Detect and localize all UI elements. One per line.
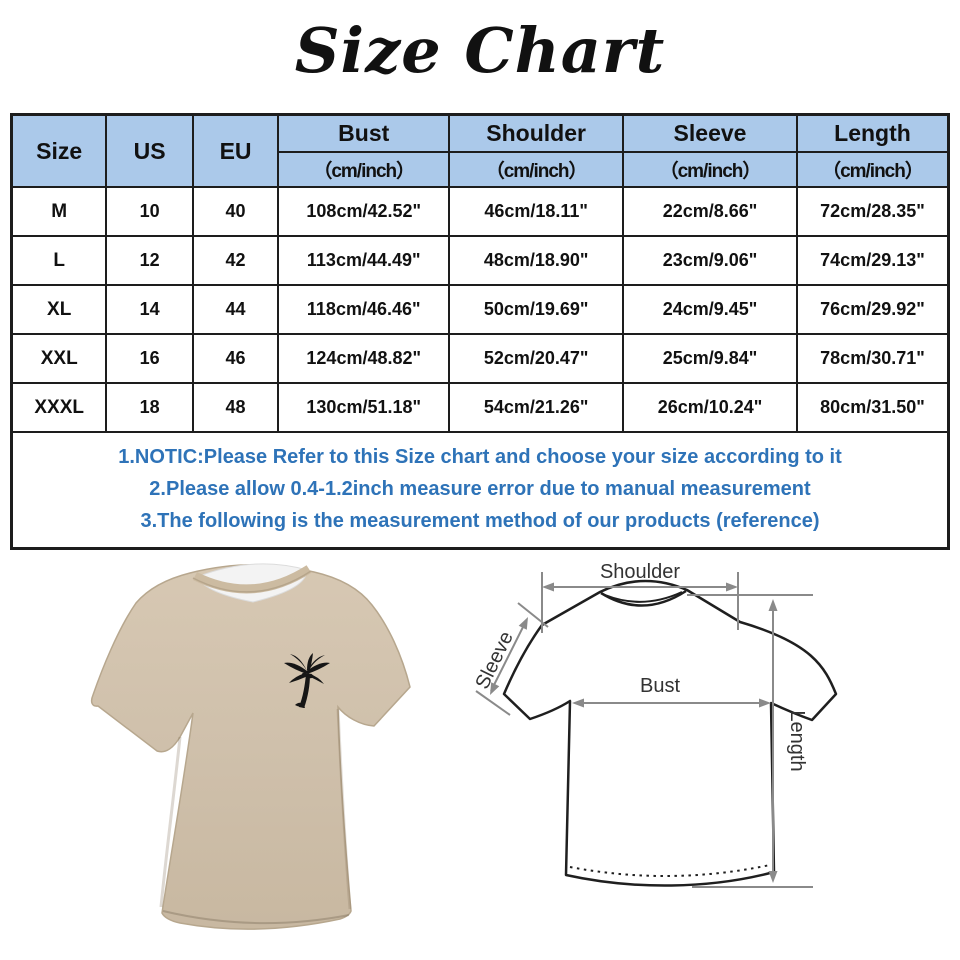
table-cell: 124cm/48.82" [279,335,451,382]
table-cell: 22cm/8.66" [624,188,798,235]
hem-stitch [162,910,350,925]
table-cell: 130cm/51.18" [279,384,451,431]
column-header-label: EU [219,137,252,164]
palm-tree-logo [284,653,330,708]
column-header-label: US [133,137,166,164]
table-cell: L [13,237,108,284]
notice-line-3: 3.The following is the measurement metho… [140,510,820,532]
bust-label: Bust [640,675,680,697]
page-title: Size Chart [294,14,666,87]
table-cell: 48cm/18.90" [450,237,625,284]
table-header-row: Size US EU Bust （cm/inch） Shoulder （cm/i… [13,116,947,186]
table-cell: 12 [107,237,194,284]
table-row: M 10 40 108cm/42.52" 46cm/18.11" 22cm/8.… [13,186,947,235]
table-cell: 24cm/9.45" [624,286,798,333]
column-header-eu: EU [194,116,280,186]
column-header-size: Size [13,116,108,186]
table-cell: 108cm/42.52" [279,188,451,235]
column-header-bust: Bust （cm/inch） [279,116,451,186]
table-cell: 25cm/9.84" [624,335,798,382]
collar-inner-white [196,563,308,603]
collar-band [192,565,312,594]
body-seam-right [336,708,352,910]
measurement-section: Shoulder Bust Sleeve Length [0,545,960,945]
table-cell: 113cm/44.49" [279,237,451,284]
table-cell: 50cm/19.69" [450,286,625,333]
sleeve-tick-top [517,602,549,628]
table-cell: 23cm/9.06" [624,237,798,284]
column-header-shoulder: Shoulder （cm/inch） [450,116,625,186]
column-header-unit: （cm/inch） [624,151,796,186]
table-cell: XL [13,286,108,333]
column-header-label: Shoulder [486,120,586,146]
tshirt-product-photo [90,563,411,930]
column-header-us: US [107,116,194,186]
table-cell: 42 [193,237,280,284]
table-row: XXXL 18 48 130cm/51.18" 54cm/21.26" 26cm… [13,382,947,431]
table-row: XXL 16 46 124cm/48.82" 52cm/20.47" 25cm/… [13,333,947,382]
table-cell: 26cm/10.24" [624,384,798,431]
table-cell: 78cm/30.71" [797,335,947,382]
column-header-label: Bust [338,120,390,146]
table-cell: XXXL [13,384,108,431]
table-row: L 12 42 113cm/44.49" 48cm/18.90" 23cm/9.… [13,235,947,284]
table-cell: 44 [193,286,280,333]
column-header-unit: （cm/inch） [797,151,947,186]
table-cell: XXL [13,335,108,382]
notice-line-2: 2.Please allow 0.4-1.2inch measure error… [149,478,811,500]
table-cell: 46 [193,335,280,382]
table-cell: 48 [193,384,280,431]
collar-band-edge [192,570,312,593]
table-cell: 10 [107,188,194,235]
length-label: Length [786,710,808,771]
table-cell: 52cm/20.47" [450,335,625,382]
table-cell: 74cm/29.13" [797,237,947,284]
table-cell: 40 [193,188,280,235]
table-cell: 18 [107,384,194,431]
column-header-label: Sleeve [673,120,747,146]
table-row: XL 14 44 118cm/46.46" 50cm/19.69" 24cm/9… [13,284,947,333]
arrowheads [490,582,778,883]
body-seam-left [159,736,182,908]
hem-dotted-line [569,864,771,878]
tshirt-body [90,564,411,930]
column-header-label: Length [834,120,911,146]
sleeve-tick-bottom [475,690,511,716]
size-chart-table: Size US EU Bust （cm/inch） Shoulder （cm/i… [10,113,950,550]
collar-rib-line [604,591,683,603]
notice-line-1: 1.NOTIC:Please Refer to this Size chart … [118,446,842,468]
table-cell: 76cm/29.92" [797,286,947,333]
column-header-sleeve: Sleeve （cm/inch） [624,116,798,186]
shoulder-label: Shoulder [600,561,680,583]
table-cell: 16 [107,335,194,382]
table-cell: 80cm/31.50" [797,384,947,431]
notice-box: 1.NOTIC:Please Refer to this Size chart … [13,431,947,547]
table-cell: M [13,188,108,235]
column-header-length: Length （cm/inch） [797,116,947,186]
column-header-label: Size [36,137,83,164]
table-cell: 54cm/21.26" [450,384,625,431]
table-cell: 46cm/18.11" [450,188,625,235]
table-cell: 118cm/46.46" [279,286,451,333]
table-cell: 72cm/28.35" [797,188,947,235]
measurement-lines [475,572,813,888]
table-cell: 14 [107,286,194,333]
measurement-diagram: Shoulder Bust Sleeve Length [471,561,838,888]
sleeve-arrow [490,620,527,692]
column-header-unit: （cm/inch） [279,151,449,186]
column-header-unit: （cm/inch） [450,151,623,186]
